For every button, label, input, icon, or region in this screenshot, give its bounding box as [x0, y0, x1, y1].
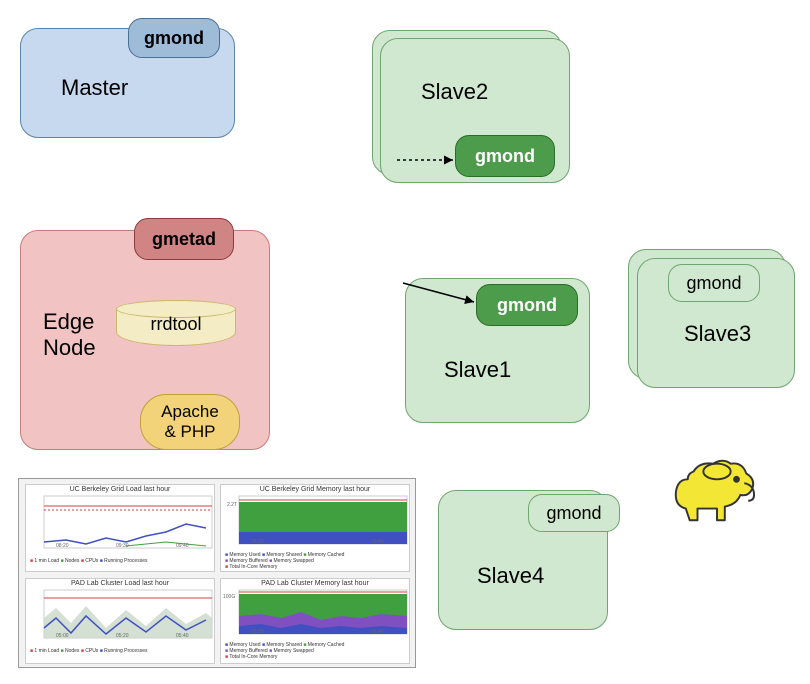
slave2-gmond-badge: gmond	[455, 135, 555, 177]
chart4-title: PAD Lab Cluster Memory last hour	[221, 579, 409, 588]
rrdtool-cylinder: rrdtool	[116, 300, 236, 350]
slave1-gmond-label: gmond	[497, 295, 557, 316]
chart1-title: UC Berkeley Grid Load last hour	[26, 485, 214, 494]
chart-load-2: PAD Lab Cluster Load last hour 05:00 05:…	[25, 578, 215, 664]
svg-text:2.2T: 2.2T	[227, 502, 237, 508]
slave3-gmond-label: gmond	[686, 273, 741, 294]
apache-php-badge: Apache & PHP	[140, 394, 240, 450]
slave1-label: Slave1	[444, 357, 511, 383]
chart-memory-1: UC Berkeley Grid Memory last hour 2.2T 0…	[220, 484, 410, 572]
chart3-title: PAD Lab Cluster Load last hour	[26, 579, 214, 588]
chart3-svg: 05:00 05:20 05:40	[26, 588, 216, 642]
chart2-legend: ■ Memory Used ■ Memory Shared ■ Memory C…	[221, 551, 409, 571]
slave3-gmond-badge: gmond	[668, 264, 760, 302]
rrdtool-label: rrdtool	[116, 314, 236, 335]
gmetad-badge: gmetad	[134, 218, 234, 260]
chart2-title: UC Berkeley Grid Memory last hour	[221, 485, 409, 494]
chart2-svg: 2.2T 08:20 09:40	[221, 494, 411, 546]
hadoop-elephant-icon	[668, 452, 766, 530]
master-label: Master	[61, 75, 128, 101]
chart4-svg: 100G 05:00 05:40	[221, 588, 411, 636]
svg-text:09:40: 09:40	[176, 543, 189, 549]
svg-text:05:20: 05:20	[116, 633, 129, 639]
master-gmond-label: gmond	[144, 28, 204, 49]
apache-label: Apache & PHP	[161, 402, 219, 442]
slave2-gmond-label: gmond	[475, 146, 535, 167]
svg-text:05:00: 05:00	[251, 629, 264, 635]
master-gmond-badge: gmond	[128, 18, 220, 58]
svg-text:09:30: 09:30	[116, 543, 129, 549]
edge-label: Edge Node	[43, 309, 96, 361]
svg-text:100G: 100G	[223, 594, 235, 600]
chart-memory-2: PAD Lab Cluster Memory last hour 100G 05…	[220, 578, 410, 664]
slave4-gmond-label: gmond	[546, 503, 601, 524]
chart1-svg: 08:20 09:30 09:40	[26, 494, 216, 552]
slave2-label: Slave2	[421, 79, 488, 105]
svg-text:05:00: 05:00	[56, 633, 69, 639]
chart-load-1: UC Berkeley Grid Load last hour 08:20 09…	[25, 484, 215, 572]
slave1-gmond-badge: gmond	[476, 284, 578, 326]
chart3-legend: ■ 1 min Load ■ Nodes ■ CPUs ■ Running Pr…	[26, 647, 214, 655]
svg-text:05:40: 05:40	[176, 633, 189, 639]
slave4-gmond-badge: gmond	[528, 494, 620, 532]
chart1-legend: ■ 1 min Load ■ Nodes ■ CPUs ■ Running Pr…	[26, 557, 214, 565]
slave3-label: Slave3	[684, 321, 751, 347]
chart4-legend: ■ Memory Used ■ Memory Shared ■ Memory C…	[221, 641, 409, 661]
svg-text:05:40: 05:40	[371, 629, 384, 635]
svg-text:09:40: 09:40	[371, 539, 384, 545]
slave4-label: Slave4	[477, 563, 544, 589]
gmetad-label: gmetad	[152, 229, 216, 250]
svg-text:08:20: 08:20	[251, 539, 264, 545]
svg-text:08:20: 08:20	[56, 543, 69, 549]
